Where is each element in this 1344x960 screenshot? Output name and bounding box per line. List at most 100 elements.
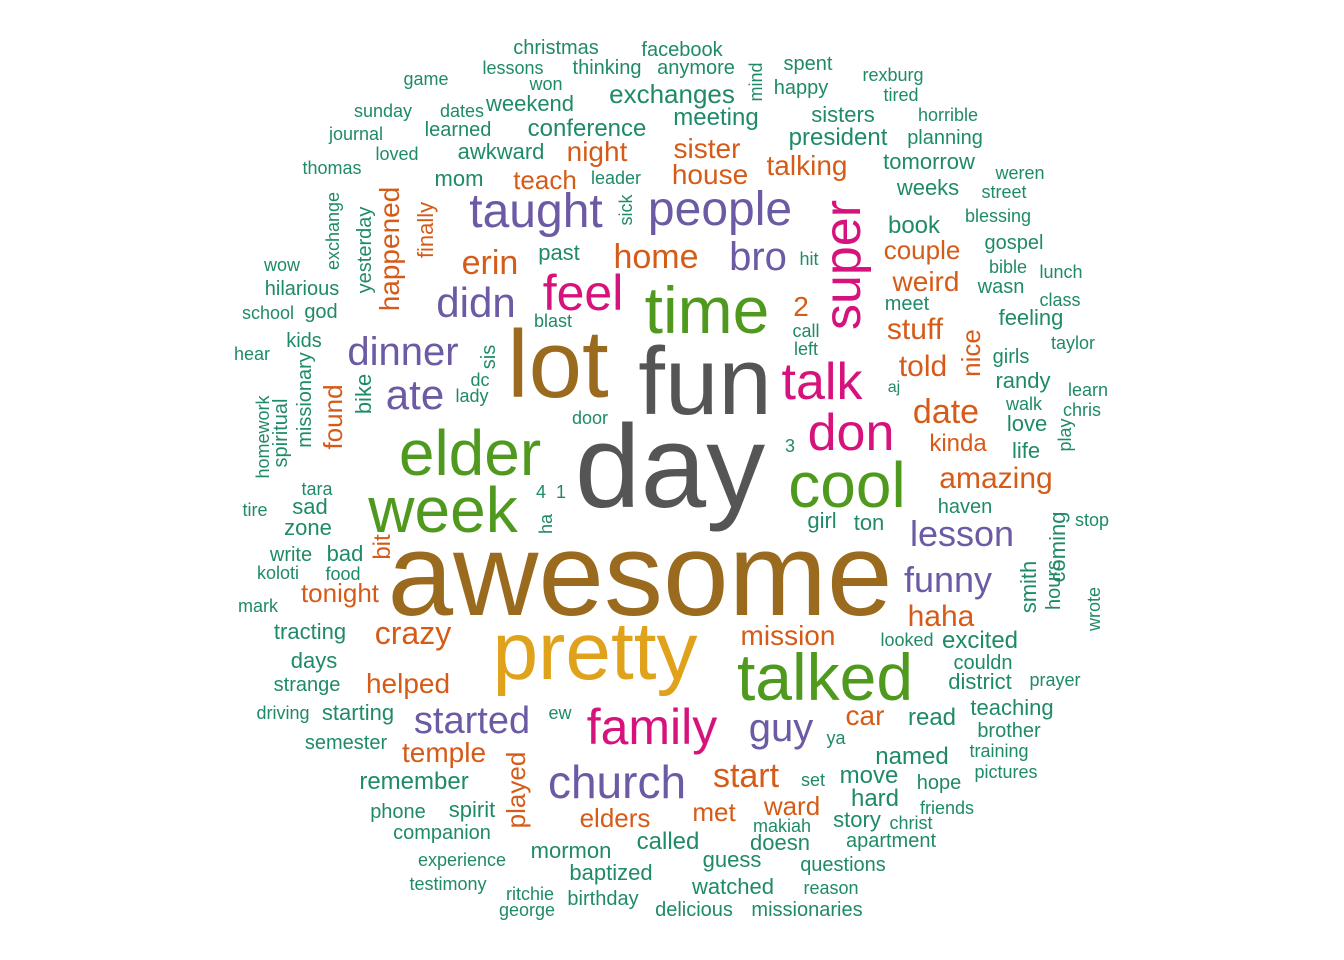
word: blast (533, 311, 573, 331)
word: amazing (939, 462, 1053, 495)
word: chris (1062, 400, 1102, 420)
word: yesterday (354, 206, 376, 294)
word: journal (328, 124, 384, 144)
word: looked (880, 630, 934, 650)
word: elders (579, 803, 651, 833)
word: missionaries (751, 899, 863, 921)
word: date (912, 393, 980, 431)
word: phone (370, 801, 426, 823)
word: hilarious (264, 278, 340, 300)
word: exchanges (609, 79, 735, 109)
word: tired (883, 85, 919, 105)
word: leader (590, 168, 642, 188)
word: write (269, 544, 313, 566)
word: guy (748, 706, 814, 750)
word: night (566, 136, 628, 167)
word: hope (916, 772, 962, 794)
word: president (788, 124, 888, 151)
word: met (692, 797, 736, 827)
word: pretty (492, 606, 698, 697)
word: spirit (448, 797, 496, 822)
word: happy (773, 77, 829, 99)
word: training (969, 741, 1029, 761)
word: bike (351, 373, 376, 415)
word: lady (455, 386, 489, 406)
word: love (1006, 411, 1048, 436)
word: wasn (977, 276, 1025, 298)
word: spiritual (270, 398, 292, 468)
word: girls (992, 346, 1030, 368)
word: left (793, 339, 819, 359)
word: starting (321, 700, 395, 725)
word: read (907, 704, 957, 731)
word: sis (478, 344, 500, 370)
word: delicious (655, 899, 733, 921)
word: feeling (998, 305, 1064, 330)
word: awkward (457, 139, 545, 164)
word: talking (766, 150, 848, 181)
word: move (839, 762, 899, 789)
word: remember (359, 768, 469, 795)
word: tracting (273, 619, 347, 644)
word: erin (461, 244, 519, 282)
word: play (1055, 418, 1075, 452)
word: past (538, 240, 580, 265)
word: dinner (347, 330, 459, 374)
word: days (290, 648, 338, 673)
word: lunch (1039, 262, 1083, 282)
word: teaching (970, 695, 1054, 720)
word: kids (286, 330, 322, 352)
word: hours (1043, 559, 1065, 611)
word: call (792, 321, 820, 341)
word: christ (889, 813, 933, 833)
word: temple (401, 737, 487, 768)
word: sisters (811, 102, 875, 127)
word: told (898, 350, 948, 383)
word: elder (398, 417, 542, 489)
word: god (304, 301, 338, 323)
word: week (368, 474, 518, 546)
word: watched (692, 874, 774, 899)
word: strange (273, 674, 341, 696)
word: driving (256, 703, 310, 723)
word: loved (375, 144, 419, 164)
word: tonight (300, 578, 380, 608)
word: ew (548, 703, 572, 723)
word: taylor (1050, 333, 1096, 353)
word: sick (616, 194, 636, 226)
word: nice (956, 329, 986, 377)
word: rexburg (862, 65, 924, 85)
word: stuff (886, 313, 944, 346)
word: ate (385, 371, 445, 418)
word: lesson (909, 513, 1015, 554)
word: weird (892, 266, 960, 297)
word: meet (884, 293, 930, 315)
word: blessing (964, 206, 1032, 226)
word: meeting (673, 104, 759, 131)
word: 1 (555, 482, 567, 502)
word: life (1011, 438, 1041, 463)
word: dc (470, 370, 490, 390)
word: didn (436, 279, 516, 326)
word: home (613, 238, 699, 276)
word: district (948, 669, 1012, 694)
word: conference (527, 115, 647, 142)
word: semester (304, 732, 388, 754)
word: ha (536, 513, 556, 535)
word: smith (1016, 560, 1041, 614)
word: talked (736, 640, 914, 714)
word: ritchie (505, 884, 555, 904)
word: reason (803, 878, 859, 898)
word: lot (507, 311, 609, 418)
word: brother (977, 720, 1041, 742)
word: happened (374, 186, 405, 312)
word: makiah (752, 816, 812, 836)
word: awesome (387, 509, 893, 641)
word: christmas (513, 37, 599, 59)
word: haha (907, 600, 975, 633)
word: girl (807, 508, 837, 533)
word: house (671, 159, 749, 190)
word: funny (903, 559, 993, 600)
word: day (574, 401, 766, 533)
word: 4 (535, 482, 547, 502)
